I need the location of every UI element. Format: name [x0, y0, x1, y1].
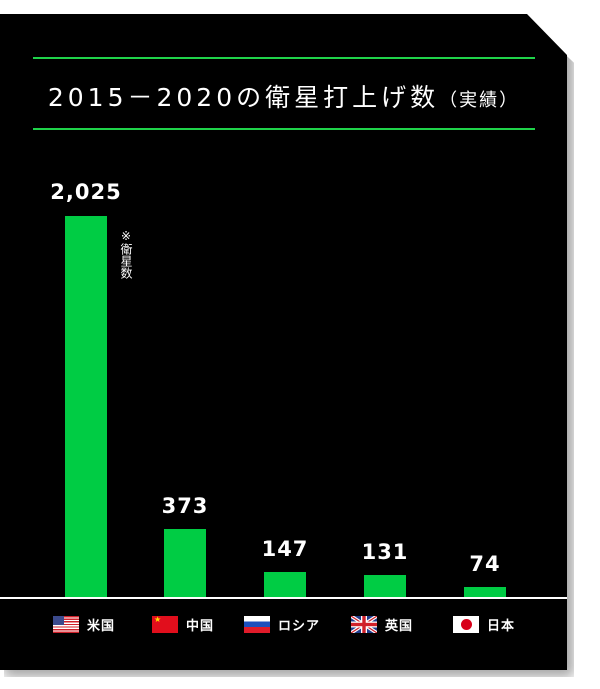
- legend-item-us: 米国: [53, 615, 116, 634]
- title-rule-top: [33, 57, 535, 59]
- bar-uk: [364, 575, 406, 597]
- value-label-japan: 74: [469, 552, 501, 576]
- chart-title-main: 2015－2020の衛星打上げ数: [47, 83, 440, 112]
- bar-china: [164, 529, 206, 597]
- value-label-us: 2,025: [50, 180, 122, 204]
- uk-flag-icon: [351, 615, 377, 633]
- bar-russia: [264, 572, 306, 597]
- legend-label: ロシア: [278, 618, 321, 634]
- unit-note: ※衛星数: [119, 229, 133, 279]
- us-flag-icon: [53, 615, 79, 633]
- title-rule-bottom: [33, 128, 535, 130]
- legend-item-uk: 英国: [351, 615, 414, 634]
- value-label-russia: 147: [261, 537, 309, 561]
- x-axis-baseline: [0, 597, 567, 599]
- legend-item-japan: 日本: [453, 615, 516, 634]
- china-flag-icon: [152, 615, 178, 633]
- value-label-uk: 131: [361, 540, 409, 564]
- chart-panel: 2015－2020の衛星打上げ数（実績） 2,025 ※衛星数 373 147 …: [0, 14, 567, 670]
- value-label-china: 373: [161, 494, 209, 518]
- japan-flag-icon: [453, 615, 479, 633]
- legend-item-russia: ロシア: [244, 615, 321, 634]
- russia-flag-icon: [244, 615, 270, 633]
- chart-title: 2015－2020の衛星打上げ数（実績）: [0, 78, 567, 114]
- legend-label: 英国: [385, 618, 414, 634]
- bar-us: [65, 216, 107, 597]
- legend-item-china: 中国: [152, 615, 215, 634]
- chart-title-sub: （実績）: [439, 90, 520, 111]
- bar-japan: [464, 587, 506, 597]
- legend-label: 米国: [87, 618, 116, 634]
- legend-label: 日本: [487, 618, 516, 634]
- legend-label: 中国: [186, 618, 215, 634]
